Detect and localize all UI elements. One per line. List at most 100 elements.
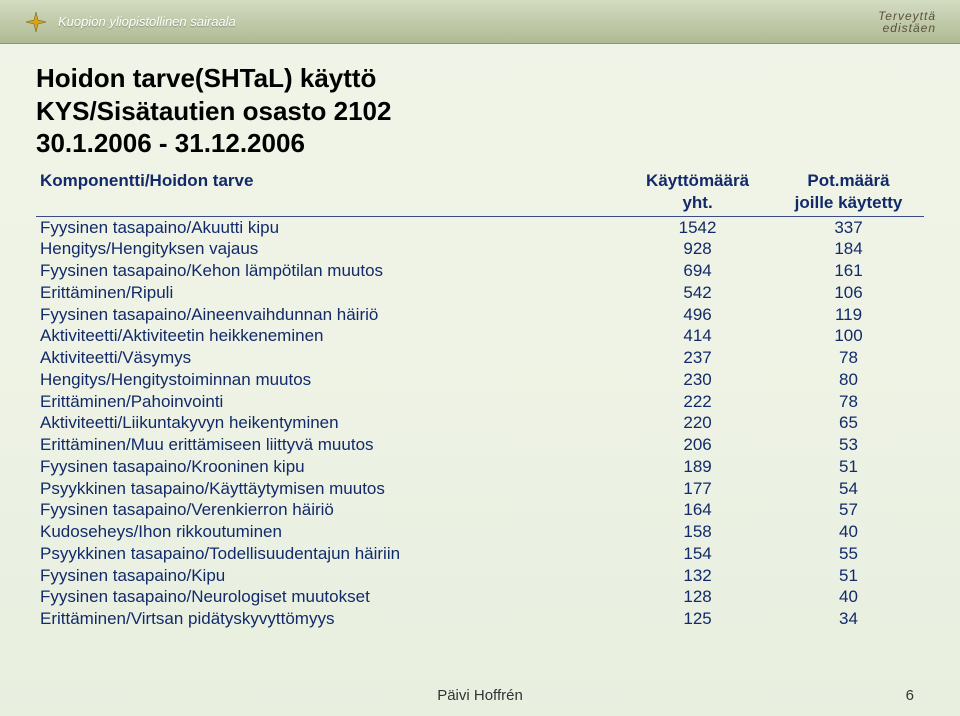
table-row: Psyykkinen tasapaino/Todellisuudentajun … xyxy=(36,543,924,565)
table-row: Fyysinen tasapaino/Aineenvaihdunnan häir… xyxy=(36,304,924,326)
table-row: Erittäminen/Ripuli542106 xyxy=(36,282,924,304)
row-usage: 189 xyxy=(622,456,773,478)
table-row: Aktiviteetti/Aktiviteetin heikkeneminen4… xyxy=(36,325,924,347)
row-usage: 222 xyxy=(622,391,773,413)
row-patients: 40 xyxy=(773,586,924,608)
org-name: Kuopion yliopistollinen sairaala xyxy=(58,14,236,29)
row-label: Erittäminen/Ripuli xyxy=(36,282,622,304)
row-patients: 78 xyxy=(773,391,924,413)
header-usage-line1: Käyttömäärä xyxy=(646,171,749,190)
table-row: Aktiviteetti/Väsymys23778 xyxy=(36,347,924,369)
data-table: Komponentti/Hoidon tarve Käyttömäärä yht… xyxy=(36,170,924,630)
tagline-line-1: Terveyttä xyxy=(878,10,936,22)
row-patients: 119 xyxy=(773,304,924,326)
table-row: Hengitys/Hengityksen vajaus928184 xyxy=(36,238,924,260)
table-row: Erittäminen/Pahoinvointi22278 xyxy=(36,391,924,413)
row-usage: 230 xyxy=(622,369,773,391)
row-label: Erittäminen/Pahoinvointi xyxy=(36,391,622,413)
row-usage: 128 xyxy=(622,586,773,608)
table-row: Kudoseheys/Ihon rikkoutuminen15840 xyxy=(36,521,924,543)
row-patients: 55 xyxy=(773,543,924,565)
table-row: Fyysinen tasapaino/Krooninen kipu18951 xyxy=(36,456,924,478)
row-label: Hengitys/Hengityksen vajaus xyxy=(36,238,622,260)
table-header-usage: Käyttömäärä yht. xyxy=(622,170,773,216)
row-usage: 694 xyxy=(622,260,773,282)
header-left: Kuopion yliopistollinen sairaala xyxy=(24,10,236,34)
row-patients: 100 xyxy=(773,325,924,347)
row-patients: 78 xyxy=(773,347,924,369)
slide-title: Hoidon tarve(SHTaL) käyttö KYS/Sisätauti… xyxy=(36,62,391,160)
header-bar: Kuopion yliopistollinen sairaala Terveyt… xyxy=(0,0,960,44)
row-usage: 237 xyxy=(622,347,773,369)
row-label: Fyysinen tasapaino/Akuutti kipu xyxy=(36,216,622,238)
row-label: Kudoseheys/Ihon rikkoutuminen xyxy=(36,521,622,543)
table-row: Fyysinen tasapaino/Verenkierron häiriö16… xyxy=(36,499,924,521)
row-label: Fyysinen tasapaino/Verenkierron häiriö xyxy=(36,499,622,521)
row-patients: 53 xyxy=(773,434,924,456)
footer-page-number: 6 xyxy=(906,687,914,704)
header-tagline: Terveyttä edistäen xyxy=(878,10,936,34)
row-usage: 177 xyxy=(622,478,773,500)
row-usage: 1542 xyxy=(622,216,773,238)
row-patients: 337 xyxy=(773,216,924,238)
row-usage: 928 xyxy=(622,238,773,260)
row-usage: 164 xyxy=(622,499,773,521)
row-patients: 40 xyxy=(773,521,924,543)
table-header-patients: Pot.määrä joille käytetty xyxy=(773,170,924,216)
table-row: Erittäminen/Muu erittämiseen liittyvä mu… xyxy=(36,434,924,456)
table-row: Hengitys/Hengitystoiminnan muutos23080 xyxy=(36,369,924,391)
row-usage: 414 xyxy=(622,325,773,347)
tagline-line-2: edistäen xyxy=(883,22,936,34)
row-patients: 80 xyxy=(773,369,924,391)
table: Komponentti/Hoidon tarve Käyttömäärä yht… xyxy=(36,170,924,630)
table-row: Psyykkinen tasapaino/Käyttäytymisen muut… xyxy=(36,478,924,500)
row-label: Fyysinen tasapaino/Aineenvaihdunnan häir… xyxy=(36,304,622,326)
row-patients: 106 xyxy=(773,282,924,304)
row-usage: 542 xyxy=(622,282,773,304)
header-patients-line1: Pot.määrä xyxy=(807,171,889,190)
row-usage: 206 xyxy=(622,434,773,456)
row-label: Psyykkinen tasapaino/Todellisuudentajun … xyxy=(36,543,622,565)
logo-icon xyxy=(24,10,48,34)
row-patients: 57 xyxy=(773,499,924,521)
table-body: Fyysinen tasapaino/Akuutti kipu1542337He… xyxy=(36,216,924,630)
row-usage: 496 xyxy=(622,304,773,326)
row-usage: 154 xyxy=(622,543,773,565)
header-patients-line2: joille käytetty xyxy=(777,192,920,214)
title-line-3: 30.1.2006 - 31.12.2006 xyxy=(36,127,391,160)
row-label: Aktiviteetti/Väsymys xyxy=(36,347,622,369)
row-label: Fyysinen tasapaino/Kehon lämpötilan muut… xyxy=(36,260,622,282)
row-usage: 220 xyxy=(622,412,773,434)
row-patients: 65 xyxy=(773,412,924,434)
row-patients: 34 xyxy=(773,608,924,630)
row-label: Fyysinen tasapaino/Neurologiset muutokse… xyxy=(36,586,622,608)
row-patients: 54 xyxy=(773,478,924,500)
row-usage: 132 xyxy=(622,565,773,587)
table-row: Fyysinen tasapaino/Kehon lämpötilan muut… xyxy=(36,260,924,282)
row-label: Erittäminen/Virtsan pidätyskyvyttömyys xyxy=(36,608,622,630)
row-label: Fyysinen tasapaino/Krooninen kipu xyxy=(36,456,622,478)
row-patients: 184 xyxy=(773,238,924,260)
table-row: Erittäminen/Virtsan pidätyskyvyttömyys12… xyxy=(36,608,924,630)
row-patients: 161 xyxy=(773,260,924,282)
table-row: Fyysinen tasapaino/Neurologiset muutokse… xyxy=(36,586,924,608)
row-patients: 51 xyxy=(773,565,924,587)
footer: Päivi Hoffrén 6 xyxy=(0,687,960,704)
table-header-component: Komponentti/Hoidon tarve xyxy=(36,170,622,216)
row-label: Aktiviteetti/Liikuntakyvyn heikentyminen xyxy=(36,412,622,434)
footer-author: Päivi Hoffrén xyxy=(437,687,523,704)
row-label: Hengitys/Hengitystoiminnan muutos xyxy=(36,369,622,391)
table-row: Fyysinen tasapaino/Akuutti kipu1542337 xyxy=(36,216,924,238)
row-label: Erittäminen/Muu erittämiseen liittyvä mu… xyxy=(36,434,622,456)
title-line-2: KYS/Sisätautien osasto 2102 xyxy=(36,95,391,128)
row-label: Aktiviteetti/Aktiviteetin heikkeneminen xyxy=(36,325,622,347)
table-row: Fyysinen tasapaino/Kipu13251 xyxy=(36,565,924,587)
row-label: Fyysinen tasapaino/Kipu xyxy=(36,565,622,587)
row-label: Psyykkinen tasapaino/Käyttäytymisen muut… xyxy=(36,478,622,500)
title-line-1: Hoidon tarve(SHTaL) käyttö xyxy=(36,62,391,95)
header-usage-line2: yht. xyxy=(626,192,769,214)
row-usage: 125 xyxy=(622,608,773,630)
row-usage: 158 xyxy=(622,521,773,543)
table-row: Aktiviteetti/Liikuntakyvyn heikentyminen… xyxy=(36,412,924,434)
row-patients: 51 xyxy=(773,456,924,478)
